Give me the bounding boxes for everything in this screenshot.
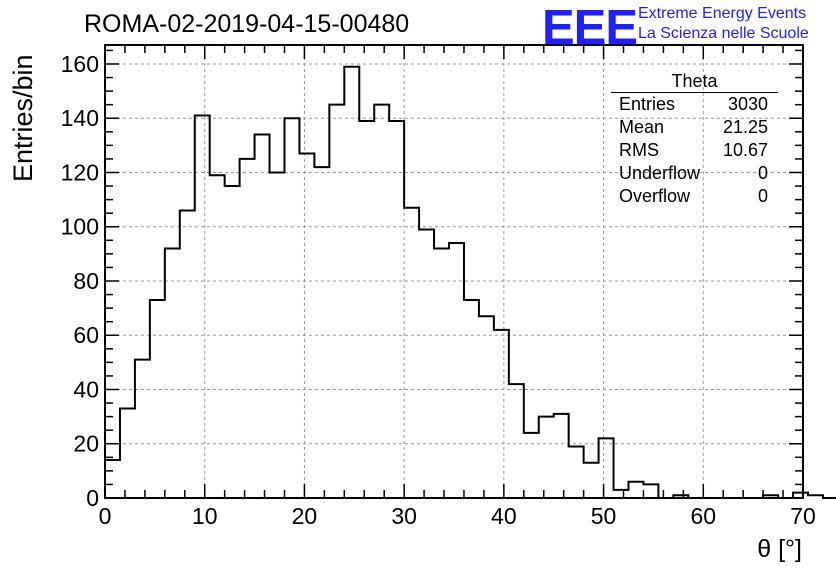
y-axis-label: Entries/bin: [8, 54, 38, 182]
stats-value: 3030: [727, 94, 768, 114]
plot-frame: [104, 44, 804, 499]
x-tick-label: 10: [192, 503, 218, 529]
histogram-bin: [494, 330, 509, 498]
histogram-bin: [225, 186, 240, 498]
histogram-bin: [629, 482, 644, 498]
stats-box: Theta Entries 3030 Mean 21.25 RMS 10.67 Underf…: [611, 70, 778, 208]
y-tick-label: 0: [86, 485, 99, 511]
histogram-bin: [344, 67, 359, 498]
x-tick-label: 60: [690, 503, 716, 529]
histogram-bin: [150, 300, 165, 498]
chart-title: ROMA-02-2019-04-15-00480: [84, 10, 410, 38]
histogram-bin: [329, 105, 344, 498]
histogram-bin: [195, 116, 210, 498]
stats-label: RMS: [619, 140, 659, 160]
y-tick-label: 20: [73, 431, 99, 457]
histogram-bin: [419, 229, 434, 498]
x-tick-label: 20: [292, 503, 318, 529]
histogram-bin: [524, 433, 539, 498]
stats-value: 10.67: [722, 140, 768, 160]
y-tick-label: 80: [73, 268, 99, 294]
x-axis-label: θ [°]: [757, 535, 802, 563]
stats-row-rms: RMS 10.67: [611, 139, 778, 162]
histogram-bin: [464, 300, 479, 498]
histogram-bin: [165, 248, 180, 498]
histogram-bin: [569, 446, 584, 498]
histogram-bin: [599, 438, 614, 498]
histogram-bin: [404, 208, 419, 498]
eee-logo: EEE: [542, 1, 638, 55]
histogram-bin: [180, 210, 195, 498]
histogram-bin: [584, 463, 599, 498]
stats-label: Entries: [619, 94, 676, 114]
histogram-bin: [614, 490, 629, 498]
stats-row-underflow: Underflow 0: [611, 162, 778, 185]
histogram-bin: [808, 495, 823, 498]
logo-line-2: La Scienza nelle Scuole: [638, 25, 809, 42]
histogram-bin: [135, 360, 150, 498]
x-tick-label: 30: [391, 503, 417, 529]
histogram-bin: [389, 121, 404, 498]
stats-label: Overflow: [619, 186, 691, 206]
y-tick-label: 120: [61, 159, 99, 185]
histogram-bin: [270, 172, 285, 498]
stats-value: 21.25: [722, 117, 768, 137]
y-tick-label: 40: [73, 376, 99, 402]
histogram-bin: [105, 460, 120, 498]
histogram-bin: [299, 154, 314, 498]
y-tick-label: 140: [61, 105, 99, 131]
histogram-bin: [449, 243, 464, 498]
logo-line-1: Extreme Energy Events: [638, 5, 807, 22]
y-tick-label: 160: [61, 51, 99, 77]
stats-box-title: Theta: [671, 71, 718, 91]
x-tick-label: 70: [790, 503, 816, 529]
x-tick-label: 40: [491, 503, 517, 529]
histogram-bin: [284, 118, 299, 498]
histogram-bin: [434, 248, 449, 498]
y-tick-label: 100: [61, 214, 99, 240]
stats-value: 0: [757, 163, 768, 183]
y-tick-label: 60: [73, 322, 99, 348]
stats-box-rows: Entries 3030 Mean 21.25 RMS 10.67 Underflow 0 Ov…: [611, 93, 778, 208]
stats-box-divider: [611, 92, 778, 93]
x-tick-label: 0: [99, 503, 112, 529]
stats-label: Mean: [619, 117, 665, 137]
histogram-bin: [359, 121, 374, 498]
stats-row-entries: Entries 3030: [611, 93, 778, 116]
histogram-bin: [374, 105, 389, 498]
x-tick-label: 50: [591, 503, 617, 529]
histogram-bin: [479, 316, 494, 498]
histogram-bin: [539, 417, 554, 498]
histogram-bin: [120, 408, 135, 498]
histogram-bin: [509, 384, 524, 498]
stats-label: Underflow: [619, 163, 701, 183]
histogram-bin: [554, 414, 569, 498]
histogram-bin: [255, 135, 270, 498]
stats-row-mean: Mean 21.25: [611, 116, 778, 139]
eee-logo-text: Extreme Energy Events La Scienza nelle S…: [638, 4, 809, 44]
stats-row-overflow: Overflow 0: [611, 185, 778, 208]
histogram-bin: [240, 159, 255, 498]
histogram-bin: [314, 167, 329, 498]
histogram-bin: [210, 175, 225, 498]
stats-value: 0: [757, 186, 768, 206]
histogram-bin: [643, 484, 658, 498]
